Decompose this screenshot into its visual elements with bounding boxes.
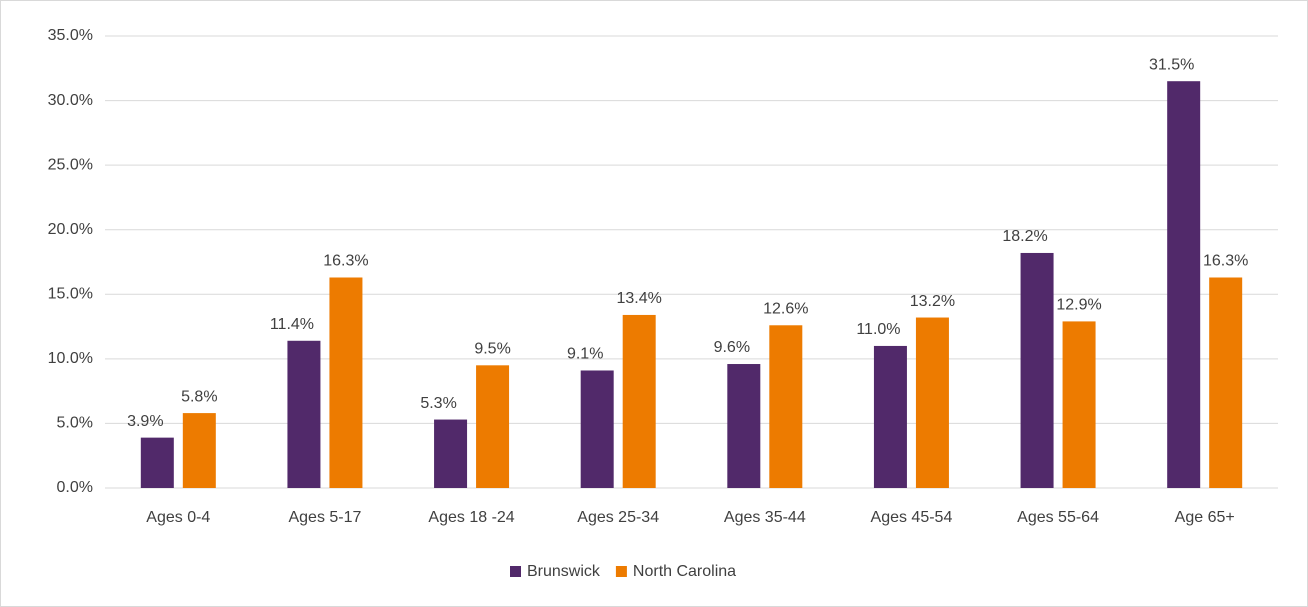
bar (1020, 252, 1054, 488)
data-label: 18.2% (1002, 228, 1047, 245)
data-label: 13.2% (910, 293, 955, 310)
x-tick-label: Ages 25-34 (577, 509, 659, 526)
y-tick-label: 25.0% (48, 156, 93, 173)
data-label: 9.5% (474, 341, 510, 358)
data-label: 11.4% (270, 316, 314, 333)
legend-swatch (510, 566, 521, 577)
data-label: 12.6% (763, 300, 808, 317)
bar (1209, 277, 1243, 488)
data-label: 3.9% (127, 413, 163, 430)
bar (1062, 321, 1096, 488)
data-label: 9.6% (714, 339, 750, 356)
data-label: 31.5% (1149, 56, 1194, 73)
x-tick-label: Ages 5-17 (288, 509, 361, 526)
x-tick-label: Ages 45-54 (871, 509, 953, 526)
data-label: 5.3% (420, 395, 456, 412)
x-tick-label: Ages 18 -24 (428, 509, 514, 526)
data-label: 9.1% (567, 346, 603, 363)
bar (727, 364, 761, 488)
x-tick-label: Age 65+ (1175, 509, 1235, 526)
legend-label: North Carolina (633, 563, 736, 580)
data-label: 11.0% (856, 321, 900, 338)
data-label: 13.4% (617, 290, 662, 307)
bar (873, 345, 907, 488)
y-tick-label: 0.0% (57, 479, 93, 496)
bar (140, 437, 174, 488)
bar (434, 419, 468, 488)
bar (915, 317, 949, 488)
y-tick-label: 15.0% (48, 286, 93, 303)
y-tick-label: 30.0% (48, 92, 93, 109)
bar (182, 413, 216, 488)
data-label: 5.8% (181, 388, 217, 405)
x-tick-label: Ages 55-64 (1017, 509, 1099, 526)
legend-swatch (615, 566, 627, 577)
x-tick-label: Ages 0-4 (146, 509, 210, 526)
bar (769, 325, 803, 488)
data-label: 16.3% (1203, 253, 1248, 270)
bar (580, 370, 614, 488)
data-label: 12.9% (1056, 297, 1101, 314)
bar (622, 314, 656, 488)
y-tick-label: 20.0% (48, 221, 93, 238)
bar (1167, 81, 1201, 488)
bar (329, 277, 363, 488)
y-tick-label: 35.0% (48, 27, 93, 44)
bar (287, 340, 321, 488)
data-label: 16.3% (323, 253, 368, 270)
bar (476, 365, 510, 488)
legend-label: Brunswick (527, 563, 601, 580)
y-tick-label: 10.0% (48, 350, 93, 367)
x-tick-label: Ages 35-44 (724, 509, 806, 526)
y-tick-label: 5.0% (57, 415, 93, 432)
